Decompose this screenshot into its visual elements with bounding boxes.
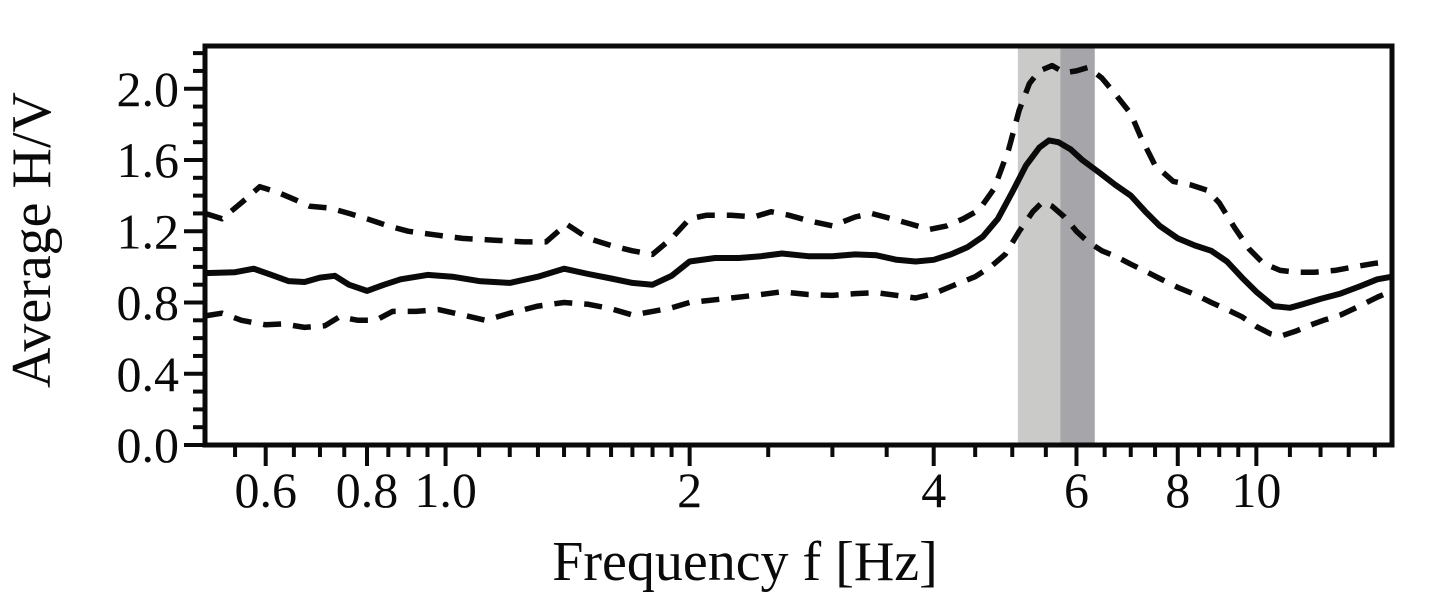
highlight-bands (1017, 46, 1095, 445)
average-hv-mean (204, 137, 1393, 311)
x-tick-label: 1.0 (414, 462, 477, 518)
highlight-band-dark (1060, 46, 1095, 445)
data-series (204, 62, 1394, 340)
x-tick-label: 0.6 (234, 462, 297, 518)
axis-tick-labels: 0.6 0.8 1.0 2 4 6 8 10 0.0 0.4 0.8 1.2 1.6 2.0 (117, 61, 1282, 518)
x-tick-label: 6 (1064, 462, 1089, 518)
x-tick-label: 8 (1165, 462, 1190, 518)
x-tick-label: 2 (677, 462, 702, 518)
x-tick-label: 4 (921, 462, 946, 518)
highlight-band-light (1017, 46, 1061, 445)
y-tick-label: 0.8 (117, 275, 180, 331)
y-tick-label: 2.0 (117, 61, 180, 117)
average-hv-minus-std (204, 199, 1394, 340)
x-tick-label: 10 (1231, 462, 1281, 518)
x-axis-title: Frequency f [Hz] (552, 531, 938, 593)
plot-frame (202, 43, 1395, 448)
y-tick-label: 0.0 (117, 417, 180, 473)
axis-ticks (184, 51, 1377, 466)
y-tick-label: 1.2 (117, 203, 180, 259)
y-tick-label: 1.6 (117, 132, 180, 188)
x-tick-label: 0.8 (336, 462, 399, 518)
y-tick-label: 0.4 (117, 346, 180, 402)
y-axis-title: Average H/V (1, 92, 63, 388)
average-hv-plus-std (204, 62, 1393, 275)
